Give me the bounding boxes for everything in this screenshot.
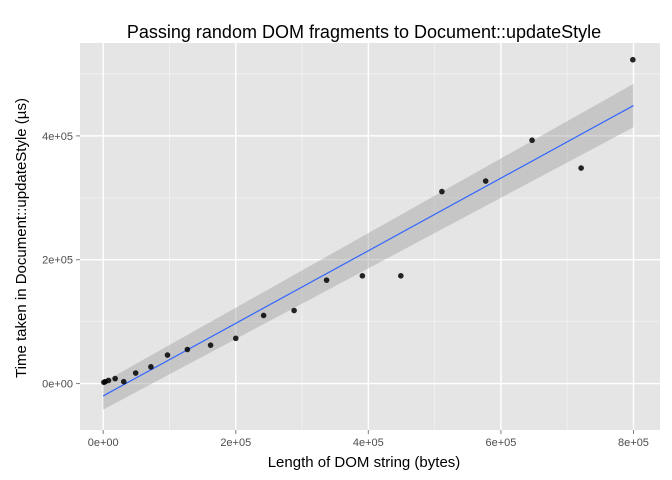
data-point [578, 165, 584, 171]
data-point [482, 178, 489, 184]
data-points [101, 56, 636, 386]
plot-panel [80, 43, 660, 430]
chart-title: Passing random DOM fragments to Document… [127, 22, 601, 42]
y-tick-label: 4e+05 [42, 131, 73, 143]
y-axis-title: Time taken in Document::updateStyle (µs) [13, 98, 30, 378]
data-point [398, 273, 404, 279]
data-point [112, 375, 118, 382]
data-point [359, 273, 366, 279]
data-point [260, 312, 267, 319]
data-point [630, 56, 636, 63]
data-point [120, 378, 127, 385]
data-point [132, 370, 139, 376]
x-tick-label: 4e+05 [353, 437, 384, 449]
data-point [105, 377, 112, 384]
confidence-band [103, 83, 634, 410]
data-point [291, 307, 297, 314]
x-axis-title: Length of DOM string (bytes) [268, 454, 461, 471]
data-point [164, 352, 171, 358]
x-tick-label: 8e+05 [618, 437, 649, 449]
y-tick-label: 2e+05 [42, 255, 73, 267]
data-point [323, 277, 330, 283]
y-axis-ticks: 0e+00 2e+05 4e+05 [42, 131, 80, 391]
x-tick-label: 6e+05 [485, 437, 516, 449]
major-gridlines [80, 43, 660, 430]
x-axis-ticks: 0e+00 2e+05 4e+05 6e+05 8e+05 [88, 430, 649, 449]
minor-gridlines [80, 43, 660, 430]
data-point [184, 346, 191, 353]
trend-line [102, 105, 634, 397]
x-tick-label: 0e+00 [88, 437, 119, 449]
data-point [439, 188, 445, 195]
data-point [148, 364, 154, 370]
y-tick-label: 0e+00 [42, 379, 73, 391]
data-point [232, 335, 239, 342]
x-tick-label: 2e+05 [220, 437, 251, 449]
data-point [529, 137, 535, 144]
data-point [207, 342, 214, 348]
